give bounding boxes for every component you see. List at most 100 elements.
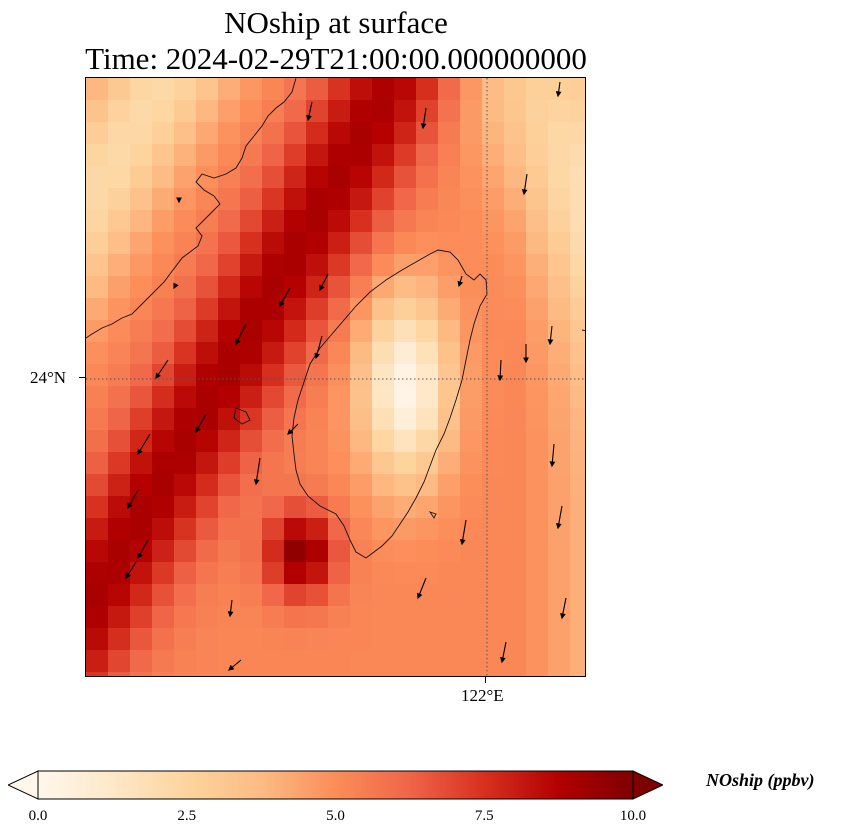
heatmap-cell <box>152 232 175 255</box>
heatmap-cell <box>262 562 285 585</box>
heatmap-cell <box>504 562 527 585</box>
colorbar-label: NOship (ppbv) <box>706 770 815 790</box>
heatmap-cell <box>416 276 439 299</box>
heatmap-cell <box>482 408 505 431</box>
heatmap-cell <box>526 364 549 387</box>
heatmap-cell <box>262 540 285 563</box>
colorbar-tick-label: 7.5 <box>474 808 494 824</box>
heatmap-cell <box>438 496 461 519</box>
heatmap-cell <box>262 122 285 145</box>
heatmap-cell <box>482 672 505 676</box>
heatmap-cell <box>328 518 351 541</box>
heatmap-cell <box>306 408 329 431</box>
heatmap-cell <box>306 298 329 321</box>
heatmap-cell <box>372 540 395 563</box>
heatmap-cell <box>108 562 131 585</box>
heatmap-cell <box>130 144 153 167</box>
coastline-island-small <box>581 329 585 332</box>
heatmap-cell <box>240 386 263 409</box>
heatmap-cell <box>526 562 549 585</box>
heatmap-cell <box>130 650 153 673</box>
heatmap-cell <box>416 232 439 255</box>
heatmap-cell <box>328 210 351 233</box>
wind-vector-arrow <box>173 282 179 290</box>
wind-vector-arrow <box>521 173 528 196</box>
heatmap-cell <box>262 254 285 277</box>
heatmap-cell <box>130 474 153 497</box>
heatmap-cell <box>570 518 585 541</box>
heatmap-cell <box>196 562 219 585</box>
heatmap-cell <box>262 342 285 365</box>
heatmap-cell <box>328 100 351 123</box>
heatmap-cell <box>548 276 571 299</box>
heatmap-cell <box>240 628 263 651</box>
heatmap-cell <box>306 386 329 409</box>
heatmap-cell <box>328 562 351 585</box>
heatmap-cell <box>394 606 417 629</box>
heatmap-cell <box>482 584 505 607</box>
heatmap-cell <box>240 144 263 167</box>
heatmap-cell <box>394 540 417 563</box>
heatmap-cell <box>548 364 571 387</box>
heatmap-cell <box>482 276 505 299</box>
heatmap-cell <box>570 496 585 519</box>
wind-vector-arrow <box>417 577 427 600</box>
wind-vector-arrow <box>497 359 504 382</box>
wind-vector-arrow <box>176 197 182 204</box>
heatmap-cell <box>350 188 373 211</box>
heatmap-cell <box>482 496 505 519</box>
heatmap-cell <box>174 584 197 607</box>
wind-vector-arrow <box>137 539 149 560</box>
wind-vector-arrow <box>279 287 291 308</box>
heatmap-cell <box>394 276 417 299</box>
heatmap-cell <box>482 562 505 585</box>
heatmap-cell <box>526 100 549 123</box>
heatmap-cell <box>460 650 483 673</box>
heatmap-cell <box>130 408 153 431</box>
heatmap-cell <box>416 100 439 123</box>
map-panel[interactable] <box>85 77 586 677</box>
wind-vector-arrow <box>523 344 529 364</box>
heatmap-cell <box>218 408 241 431</box>
heatmap-cell <box>526 408 549 431</box>
heatmap-cell <box>350 166 373 189</box>
heatmap-cell <box>240 474 263 497</box>
wind-vector-arrow <box>125 561 137 580</box>
heatmap-layer <box>86 78 585 676</box>
heatmap-cell <box>438 430 461 453</box>
heatmap-cell <box>262 144 285 167</box>
heatmap-cell <box>460 276 483 299</box>
heatmap-cell <box>372 474 395 497</box>
heatmap-cell <box>262 584 285 607</box>
heatmap-cell <box>548 452 571 475</box>
heatmap-cell <box>284 562 307 585</box>
heatmap-cell <box>350 342 373 365</box>
heatmap-cell <box>416 474 439 497</box>
heatmap-cell <box>174 144 197 167</box>
heatmap-cell <box>526 672 549 676</box>
heatmap-cell <box>504 496 527 519</box>
heatmap-cell <box>548 298 571 321</box>
heatmap-cell <box>438 144 461 167</box>
heatmap-cell <box>108 386 131 409</box>
heatmap-cell <box>196 298 219 321</box>
heatmap-cell <box>306 100 329 123</box>
heatmap-cell <box>504 144 527 167</box>
heatmap-cell <box>306 650 329 673</box>
heatmap-cell <box>108 518 131 541</box>
heatmap-cell <box>548 122 571 145</box>
heatmap-cell <box>394 584 417 607</box>
heatmap-cell <box>394 562 417 585</box>
heatmap-cell <box>108 232 131 255</box>
heatmap-cell <box>240 122 263 145</box>
heatmap-cell <box>328 408 351 431</box>
heatmap-cell <box>284 166 307 189</box>
wind-vector-arrow <box>253 457 261 486</box>
heatmap-cell <box>570 298 585 321</box>
heatmap-cell <box>284 144 307 167</box>
heatmap-cell <box>328 364 351 387</box>
colorbar <box>6 770 665 800</box>
heatmap-cell <box>504 628 527 651</box>
heatmap-cell <box>548 166 571 189</box>
heatmap-cell <box>196 364 219 387</box>
